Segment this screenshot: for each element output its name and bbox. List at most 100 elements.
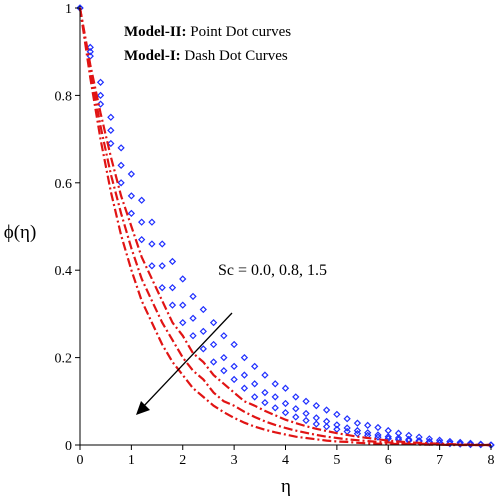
data-point [312, 420, 320, 428]
data-point [477, 440, 485, 449]
data-point [312, 402, 320, 410]
data-point [168, 257, 177, 266]
data-point [220, 353, 228, 362]
data-point [96, 78, 105, 86]
data-point [230, 362, 238, 370]
data-point [251, 362, 259, 370]
data-point [353, 429, 362, 438]
series-points-model-ii-1 [76, 4, 495, 449]
arrow-head [136, 401, 150, 415]
data-point [322, 422, 331, 431]
data-point [199, 305, 207, 314]
legend: Model-II: Point Dot curves Model-I: Dash… [124, 24, 291, 64]
y-tick-label: 0.4 [55, 264, 73, 279]
data-point [261, 371, 269, 379]
data-point [209, 358, 218, 366]
series-line-model-i-5 [78, 7, 491, 447]
data-point [302, 397, 310, 405]
data-point [189, 314, 197, 322]
data-point [281, 399, 290, 408]
data-point [292, 413, 300, 421]
legend-model-ii-text: Point Dot curves [187, 24, 292, 40]
y-tick-label: 0 [65, 439, 72, 454]
data-point [271, 380, 279, 388]
data-point [281, 409, 290, 417]
x-tick-label: 0 [77, 453, 84, 468]
data-point [374, 423, 382, 432]
y-tick-label: 0.2 [55, 352, 73, 367]
x-tick-label: 4 [282, 453, 289, 468]
legend-model-ii-bold: Model-II: [124, 24, 187, 40]
data-point [179, 301, 187, 309]
data-point [138, 235, 146, 244]
data-point [117, 161, 125, 169]
data-point [353, 419, 362, 427]
data-point [199, 345, 207, 353]
data-point [281, 384, 290, 392]
x-tick-label: 6 [385, 453, 392, 468]
data-point [271, 393, 279, 401]
data-point [148, 240, 156, 248]
data-point [127, 209, 136, 218]
x-axis-label: η [281, 476, 291, 497]
data-point [86, 48, 94, 56]
data-point [107, 126, 115, 135]
legend-entry-model-i: Model-I: Dash Dot Curves [124, 48, 288, 64]
data-point [138, 218, 146, 226]
series-points-model-ii-0 [76, 4, 495, 449]
data-point [209, 318, 218, 327]
data-point [168, 284, 177, 292]
data-point [209, 340, 218, 349]
data-point [230, 375, 238, 384]
data-point [240, 353, 249, 362]
data-point [292, 393, 300, 401]
trend-arrow [136, 312, 233, 415]
data-point [107, 113, 115, 121]
legend-entry-model-ii: Model-II: Point Dot curves [124, 24, 291, 40]
x-tick-label: 2 [179, 453, 186, 468]
data-point [384, 426, 392, 435]
y-tick-label: 1 [65, 2, 72, 17]
data-point [138, 196, 146, 204]
data-point [220, 332, 228, 340]
data-point [415, 433, 423, 441]
x-tick-label: 8 [488, 453, 495, 468]
data-point [261, 398, 269, 407]
data-point [148, 218, 156, 226]
series-line-model-i-4 [78, 7, 491, 447]
data-point [148, 262, 156, 270]
x-tick-label: 1 [128, 453, 135, 468]
data-point [127, 192, 136, 200]
data-point [333, 410, 341, 419]
data-point [292, 405, 300, 413]
data-point [251, 380, 259, 388]
ticks-layer: 0 1 2 3 4 5 6 7 8 0 0.2 0.4 0.6 0.8 1 [55, 2, 495, 468]
series-layer [76, 4, 495, 449]
series-line-model-i-3 [78, 7, 491, 447]
data-point [251, 393, 259, 401]
legend-model-i-bold: Model-I: [124, 48, 181, 64]
data-point [446, 440, 454, 448]
data-point [158, 262, 166, 270]
data-point [425, 435, 433, 443]
data-point [456, 440, 464, 448]
data-point [240, 371, 249, 379]
data-point [179, 318, 187, 327]
sc-annotation: Sc = 0.0, 0.8, 1.5 [218, 262, 327, 279]
data-point [312, 414, 320, 422]
data-point [322, 406, 331, 414]
data-point [158, 284, 166, 292]
data-point [117, 144, 125, 152]
data-point [230, 340, 238, 349]
data-point [189, 332, 197, 340]
series-points-model-ii-2 [76, 4, 495, 449]
data-point [240, 384, 249, 392]
data-point [302, 409, 310, 418]
data-point [271, 404, 279, 412]
data-point [343, 415, 351, 423]
data-point [353, 426, 362, 435]
data-point [96, 91, 105, 100]
data-point [158, 240, 166, 248]
data-point [364, 421, 372, 429]
